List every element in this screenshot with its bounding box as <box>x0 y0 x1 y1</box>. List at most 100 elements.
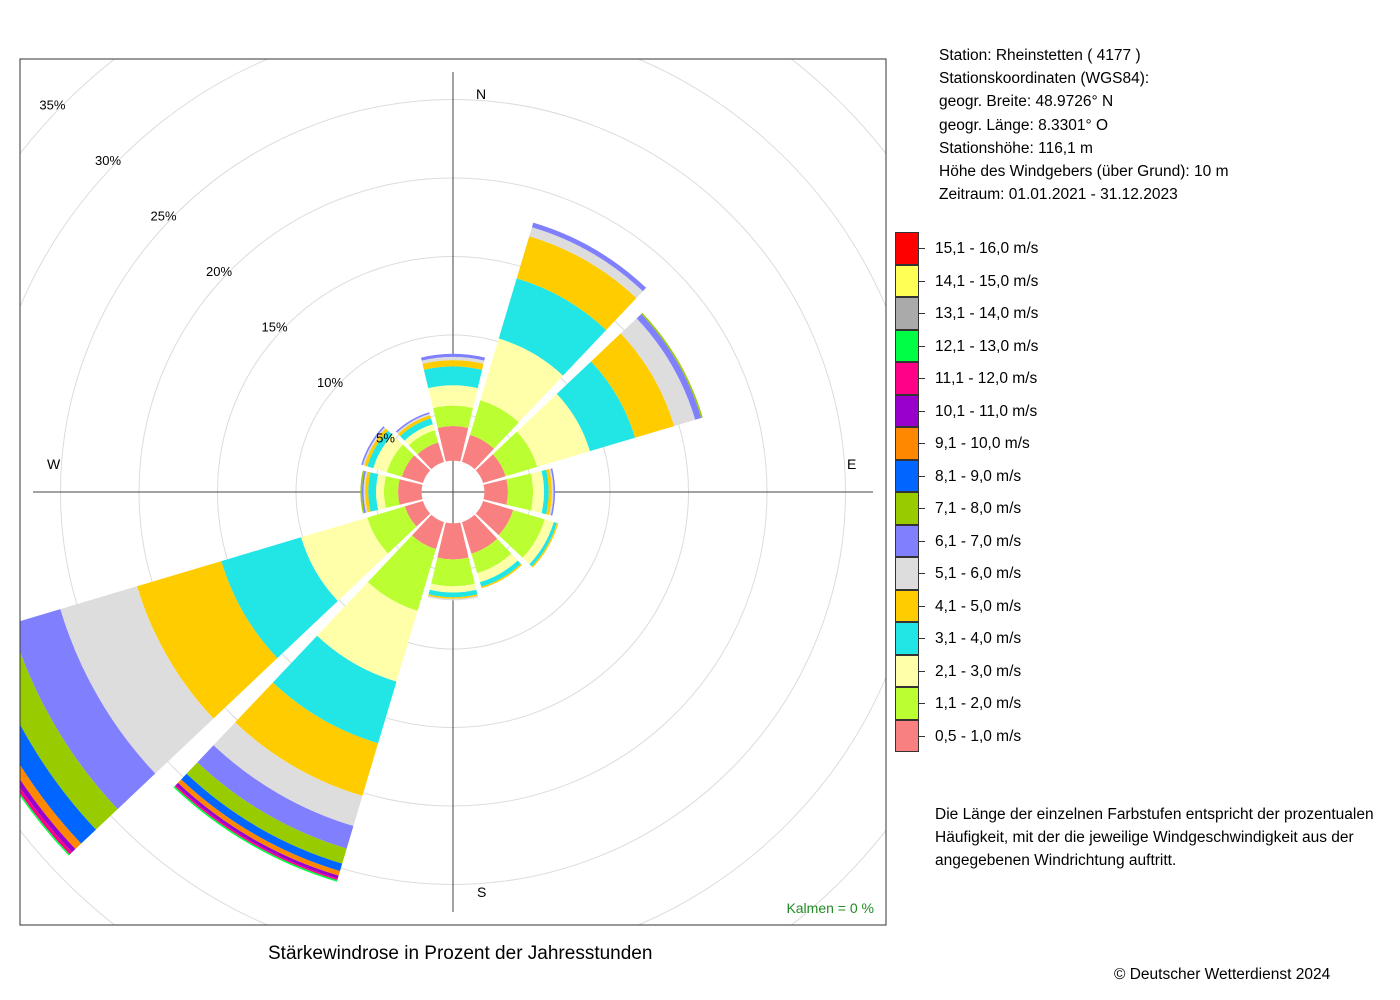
sector-segment <box>479 560 521 587</box>
sector-segment <box>361 426 385 466</box>
legend-label: 7,1 - 8,0 m/s <box>935 500 1022 517</box>
legend-tick <box>919 540 925 542</box>
legend-label: 6,1 - 7,0 m/s <box>935 532 1022 550</box>
legend-label: 9,1 - 10,0 m/s <box>935 435 1030 452</box>
time-period: Zeitraum: 01.01.2021 - 31.12.2023 <box>939 186 1178 204</box>
sector-segment <box>317 582 418 682</box>
sector-segment <box>422 360 484 370</box>
legend-swatch <box>895 524 919 557</box>
sector-segment <box>471 538 512 574</box>
sector-segment <box>461 434 494 470</box>
sector-segment <box>620 318 696 427</box>
sector-segment <box>421 356 485 364</box>
legend-tick <box>919 605 925 607</box>
legend-tick <box>919 475 925 477</box>
sector-segment <box>365 471 371 513</box>
sector-segment <box>364 428 388 467</box>
sector-segment <box>396 413 431 434</box>
legend-label: 10,1 - 11,0 m/s <box>935 402 1038 420</box>
sector-segment <box>531 522 559 568</box>
sector-segment <box>397 415 432 437</box>
ring-label: 25% <box>150 209 176 224</box>
sector-segment <box>427 595 479 601</box>
legend-tick <box>919 280 925 282</box>
sector-segment <box>213 722 363 827</box>
sector-segment <box>363 471 368 513</box>
legend-label: 4,1 - 5,0 m/s <box>935 597 1022 615</box>
sector-segment <box>522 519 554 565</box>
direction-label-north: N <box>476 86 486 102</box>
plot-frame <box>19 58 887 926</box>
legend-label: 3,1 - 4,0 m/s <box>935 630 1022 647</box>
sector-segment <box>516 236 637 331</box>
sector-segment <box>20 764 82 850</box>
ring-label: 20% <box>206 264 232 279</box>
sector-segment <box>404 424 435 446</box>
station-latitude: geogr. Breite: 48.9726° N <box>939 93 1114 111</box>
sector-segment <box>404 500 431 527</box>
legend-label: 8,1 - 9,0 m/s <box>935 467 1022 485</box>
legend-tick <box>919 378 925 379</box>
sector-segment <box>373 434 403 473</box>
calm-label: Kalmen = 0 % <box>786 900 874 916</box>
sector-segment <box>530 470 545 514</box>
legend-swatch <box>895 687 919 720</box>
sector-segment <box>483 479 508 505</box>
sector-segment <box>492 431 538 477</box>
sector-segment <box>367 535 436 611</box>
legend-swatch <box>895 622 919 655</box>
legend-label: 15,1 - 16,0 m/s <box>935 240 1039 257</box>
sector-segment <box>20 724 96 844</box>
sector-segment <box>506 473 534 511</box>
ring-label: 35% <box>39 97 65 112</box>
sector-segment <box>272 635 397 744</box>
sector-segment <box>401 455 431 484</box>
sector-segment <box>186 762 347 864</box>
sector-segment <box>470 400 519 449</box>
sector-segment <box>432 405 474 428</box>
ring-label: 30% <box>95 153 121 168</box>
legend-swatch <box>895 362 919 395</box>
sector-segment <box>235 682 379 796</box>
sector-segment <box>546 469 552 515</box>
sector-segment <box>20 793 70 856</box>
sector-segment <box>636 314 702 420</box>
legend-label: 0,5 - 1,0 m/s <box>935 727 1022 745</box>
legend-label: 12,1 - 13,0 m/s <box>935 337 1039 355</box>
sector-segment <box>541 469 549 515</box>
sector-segment <box>429 583 477 593</box>
sector-segment <box>395 412 430 433</box>
legend-tick <box>919 345 925 347</box>
sector-segment <box>362 427 386 466</box>
sector-segment <box>400 418 433 441</box>
sector-segment <box>556 361 636 452</box>
sector-segment <box>361 470 366 514</box>
legend-swatch <box>895 264 919 297</box>
sector-segment <box>461 514 498 554</box>
sector-segment <box>417 442 445 470</box>
legend-swatch <box>895 394 919 427</box>
sector-segment <box>475 500 514 536</box>
explanation-note: Die Länge der einzelnen Farbstufen entsp… <box>935 806 1374 870</box>
sector-segment <box>498 509 545 558</box>
sector-segment <box>360 470 365 514</box>
sector-segment <box>531 222 647 292</box>
legend-tick <box>919 508 925 509</box>
station-longitude: geogr. Länge: 8.3301° O <box>939 116 1109 134</box>
sector-segment <box>477 553 518 583</box>
sector-segment <box>376 474 386 510</box>
station-name: Station: Rheinstetten ( 4177 ) <box>939 47 1141 64</box>
legend-swatch <box>895 492 919 525</box>
sector-segment <box>137 561 278 719</box>
legend-tick <box>919 313 925 314</box>
legend-swatch <box>895 654 919 687</box>
station-coordinates-heading: Stationskoordinaten (WGS84): <box>939 70 1150 88</box>
direction-label-west: W <box>47 456 61 472</box>
sector-segment <box>383 475 400 509</box>
sector-segment <box>475 454 506 484</box>
sector-segment <box>550 468 556 516</box>
sector-segment <box>423 366 483 389</box>
sector-segment <box>197 745 354 849</box>
ring-label: 10% <box>317 375 343 390</box>
